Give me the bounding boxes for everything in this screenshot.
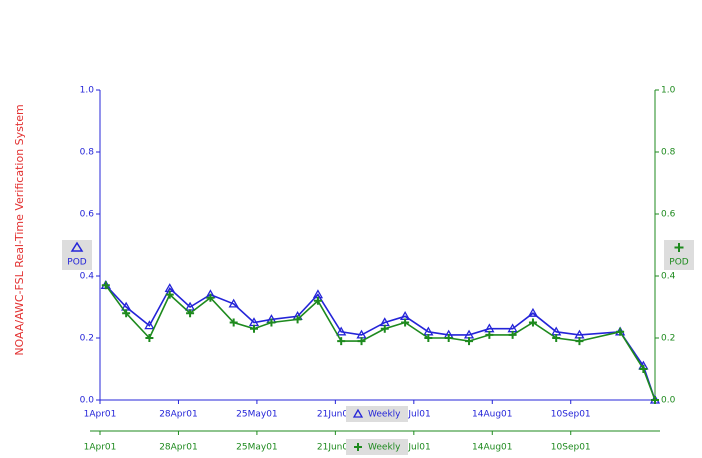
marker <box>165 290 174 299</box>
marker <box>444 334 453 342</box>
marker <box>101 281 110 290</box>
marker <box>527 307 539 317</box>
marker <box>337 337 346 346</box>
side-label: NOAA/AWC-FSL Real-Time Verification Syst… <box>13 104 26 355</box>
marker <box>122 309 131 318</box>
y2-tick-label: 0.8 <box>661 148 676 158</box>
y2-tick-label: 0.6 <box>661 210 676 220</box>
marker <box>380 324 389 333</box>
y2-tick-label: 1.0 <box>661 86 676 96</box>
y-tick-label: 0.0 <box>80 396 95 406</box>
marker <box>485 330 494 339</box>
x-tick-label: 10Sep01 <box>551 410 591 420</box>
y-label-box <box>62 240 92 270</box>
x2-tick-label: 21Jun01 <box>317 443 354 453</box>
y-label-icon <box>70 241 84 252</box>
marker <box>465 337 474 346</box>
legend-box <box>346 439 408 455</box>
y2-tick-label: 0.4 <box>661 272 676 282</box>
x-tick-label: 28Apr01 <box>159 410 197 420</box>
marker <box>293 315 302 324</box>
x-tick-label: 18Jul01 <box>397 410 431 420</box>
legend-label: Weekly <box>368 410 401 420</box>
marker <box>616 327 625 336</box>
x2-tick-label: 28Apr01 <box>159 443 197 453</box>
y-tick-label: 0.2 <box>80 334 94 344</box>
legend-marker <box>354 443 362 451</box>
marker <box>267 318 276 327</box>
x2-tick-label: 25May01 <box>236 443 278 453</box>
marker <box>575 337 584 346</box>
marker <box>313 296 322 305</box>
series-line <box>105 284 656 401</box>
y2-tick-label: 0.2 <box>661 334 675 344</box>
x2-tick-label: 1Apr01 <box>84 443 117 453</box>
marker <box>357 337 366 346</box>
y2-label-icon <box>674 243 684 252</box>
x2-tick-label: 14Aug01 <box>472 443 512 453</box>
x2-tick-label: 10Sep01 <box>551 443 591 453</box>
marker <box>651 396 659 404</box>
y2-tick-label: 0.0 <box>661 396 676 406</box>
marker <box>424 334 433 342</box>
y-label: POD <box>67 258 87 268</box>
marker <box>639 365 648 373</box>
marker <box>528 318 537 327</box>
y-tick-label: 1.0 <box>80 86 95 96</box>
y-tick-label: 0.4 <box>80 272 95 282</box>
y-tick-label: 0.8 <box>80 148 95 158</box>
legend-marker <box>352 408 364 418</box>
y2-label: POD <box>669 258 689 268</box>
marker <box>336 326 347 336</box>
marker <box>250 324 259 333</box>
legend-label: Weekly <box>368 443 401 453</box>
marker <box>206 293 215 302</box>
marker <box>186 309 195 318</box>
legend-box <box>346 406 408 422</box>
x-tick-label: 25May01 <box>236 410 278 420</box>
x-tick-label: 1Apr01 <box>84 410 117 420</box>
marker <box>552 334 561 342</box>
series-line <box>105 284 656 401</box>
marker <box>228 298 239 308</box>
x-tick-label: 14Aug01 <box>472 410 512 420</box>
x2-tick-label: 18Jul01 <box>397 443 431 453</box>
marker <box>401 318 410 327</box>
x-tick-label: 21Jun01 <box>317 410 354 420</box>
marker <box>145 334 154 342</box>
marker <box>508 330 517 339</box>
marker <box>229 318 238 327</box>
marker <box>144 320 155 330</box>
y-tick-label: 0.6 <box>80 210 95 220</box>
